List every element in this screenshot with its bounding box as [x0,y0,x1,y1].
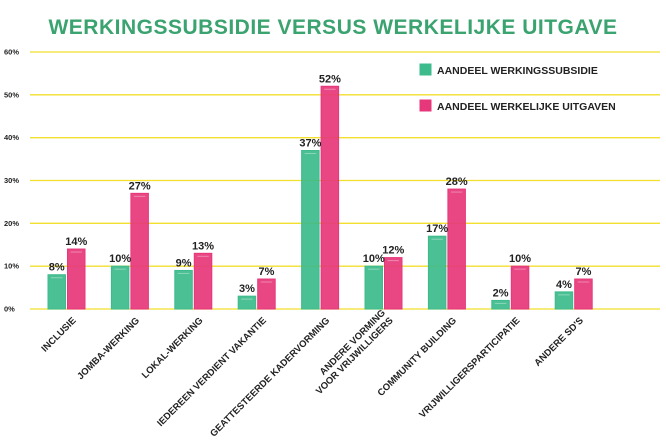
data-label: 52% [319,73,341,85]
x-category-label: JOMBA-WERKING [75,315,142,382]
data-label: 37% [299,138,321,150]
y-tick-label: 30% [4,176,19,185]
legend-label: AANDEEL WERKINGSSUBSIDIE [437,65,598,77]
data-label: 17% [426,223,448,235]
x-category-label: VRIJWILLIGERSPARTICIPATIE [417,315,522,420]
y-tick-label: 60% [4,48,19,57]
data-label: 14% [65,236,87,248]
x-category-label-line: JOMBA-WERKING [75,315,142,382]
x-category-label-line: LOKAL-WERKING [140,315,206,381]
y-tick-label: 50% [4,90,19,99]
bar-werkingssubsidie [237,295,257,310]
bar-werkelijke-uitgaven [447,188,466,310]
x-category-label-line: VRIJWILLIGERSPARTICIPATIE [417,315,522,420]
data-label: 8% [49,262,65,274]
data-labels: 8%14%10%27%9%13%3%7%37%52%10%12%17%28%2%… [49,73,592,299]
bar-werkingssubsidie [491,299,510,310]
bar-werkingssubsidie [364,265,383,310]
data-label: 10% [363,253,385,265]
y-tick-label: 10% [4,262,19,271]
bar-werkingssubsidie [47,274,66,310]
bar-werkingssubsidie [427,235,447,310]
x-axis-categories: INCLUSIEJOMBA-WERKINGLOKAL-WERKINGIEDERE… [39,308,585,440]
data-label: 28% [446,176,468,188]
data-label: 10% [509,253,531,265]
bar-werkelijke-uitgaven [574,278,593,310]
bar-werkelijke-uitgaven [510,265,530,310]
data-label: 13% [192,240,214,252]
x-category-label-line: ANDERE SD'S [532,315,585,368]
x-category-label: LOKAL-WERKING [140,315,206,381]
x-category-label-line: IEDEREEN VERDIENT VAKANTIE [155,315,269,429]
data-label: 7% [258,266,274,278]
bar-werkingssubsidie [301,150,320,310]
x-category-label: IEDEREEN VERDIENT VAKANTIE [155,315,269,429]
x-category-label: ANDERE SD'S [532,315,585,368]
chart-title: WERKINGSSUBSIDIE VERSUS WERKELIJKE UITGA… [48,16,617,39]
bar-werkelijke-uitgaven [320,85,340,310]
y-axis-ticks: 0% 10% 20% 30% 40% 50% 60% [4,48,19,314]
data-label: 2% [493,287,509,299]
y-tick-label: 20% [4,219,19,228]
x-category-label-line: GEATTESTEERDE KADERVORMING [208,315,332,439]
bars [47,85,593,310]
data-label: 3% [239,283,255,295]
legend-swatch [419,63,432,76]
bar-werkingssubsidie [110,265,130,310]
bar-werkelijke-uitgaven [257,278,276,310]
data-label: 12% [382,245,404,257]
data-label: 27% [129,180,151,192]
y-tick-label: 40% [4,133,19,142]
data-label: 4% [556,279,572,291]
x-category-label: INCLUSIE [39,315,78,354]
bar-werkelijke-uitgaven [130,192,149,310]
y-tick-label: 0% [4,305,15,314]
x-category-label-line: INCLUSIE [39,315,78,354]
bar-werkelijke-uitgaven [67,248,86,310]
bar-werkingssubsidie [554,291,574,310]
bar-werkelijke-uitgaven [193,252,213,310]
legend-swatch [419,99,432,112]
data-label: 10% [109,253,131,265]
x-category-label-line: ANDERE VORMING [318,308,388,378]
bar-werkingssubsidie [174,269,193,310]
data-label: 9% [176,257,192,269]
x-category-label: GEATTESTEERDE KADERVORMING [208,315,332,439]
legend: AANDEEL WERKINGSSUBSIDIE AANDEEL WERKELIJ… [419,63,616,113]
bar-werkelijke-uitgaven [384,257,403,310]
data-label: 7% [575,266,591,278]
legend-label: AANDEEL WERKELIJKE UITGAVEN [437,101,616,113]
